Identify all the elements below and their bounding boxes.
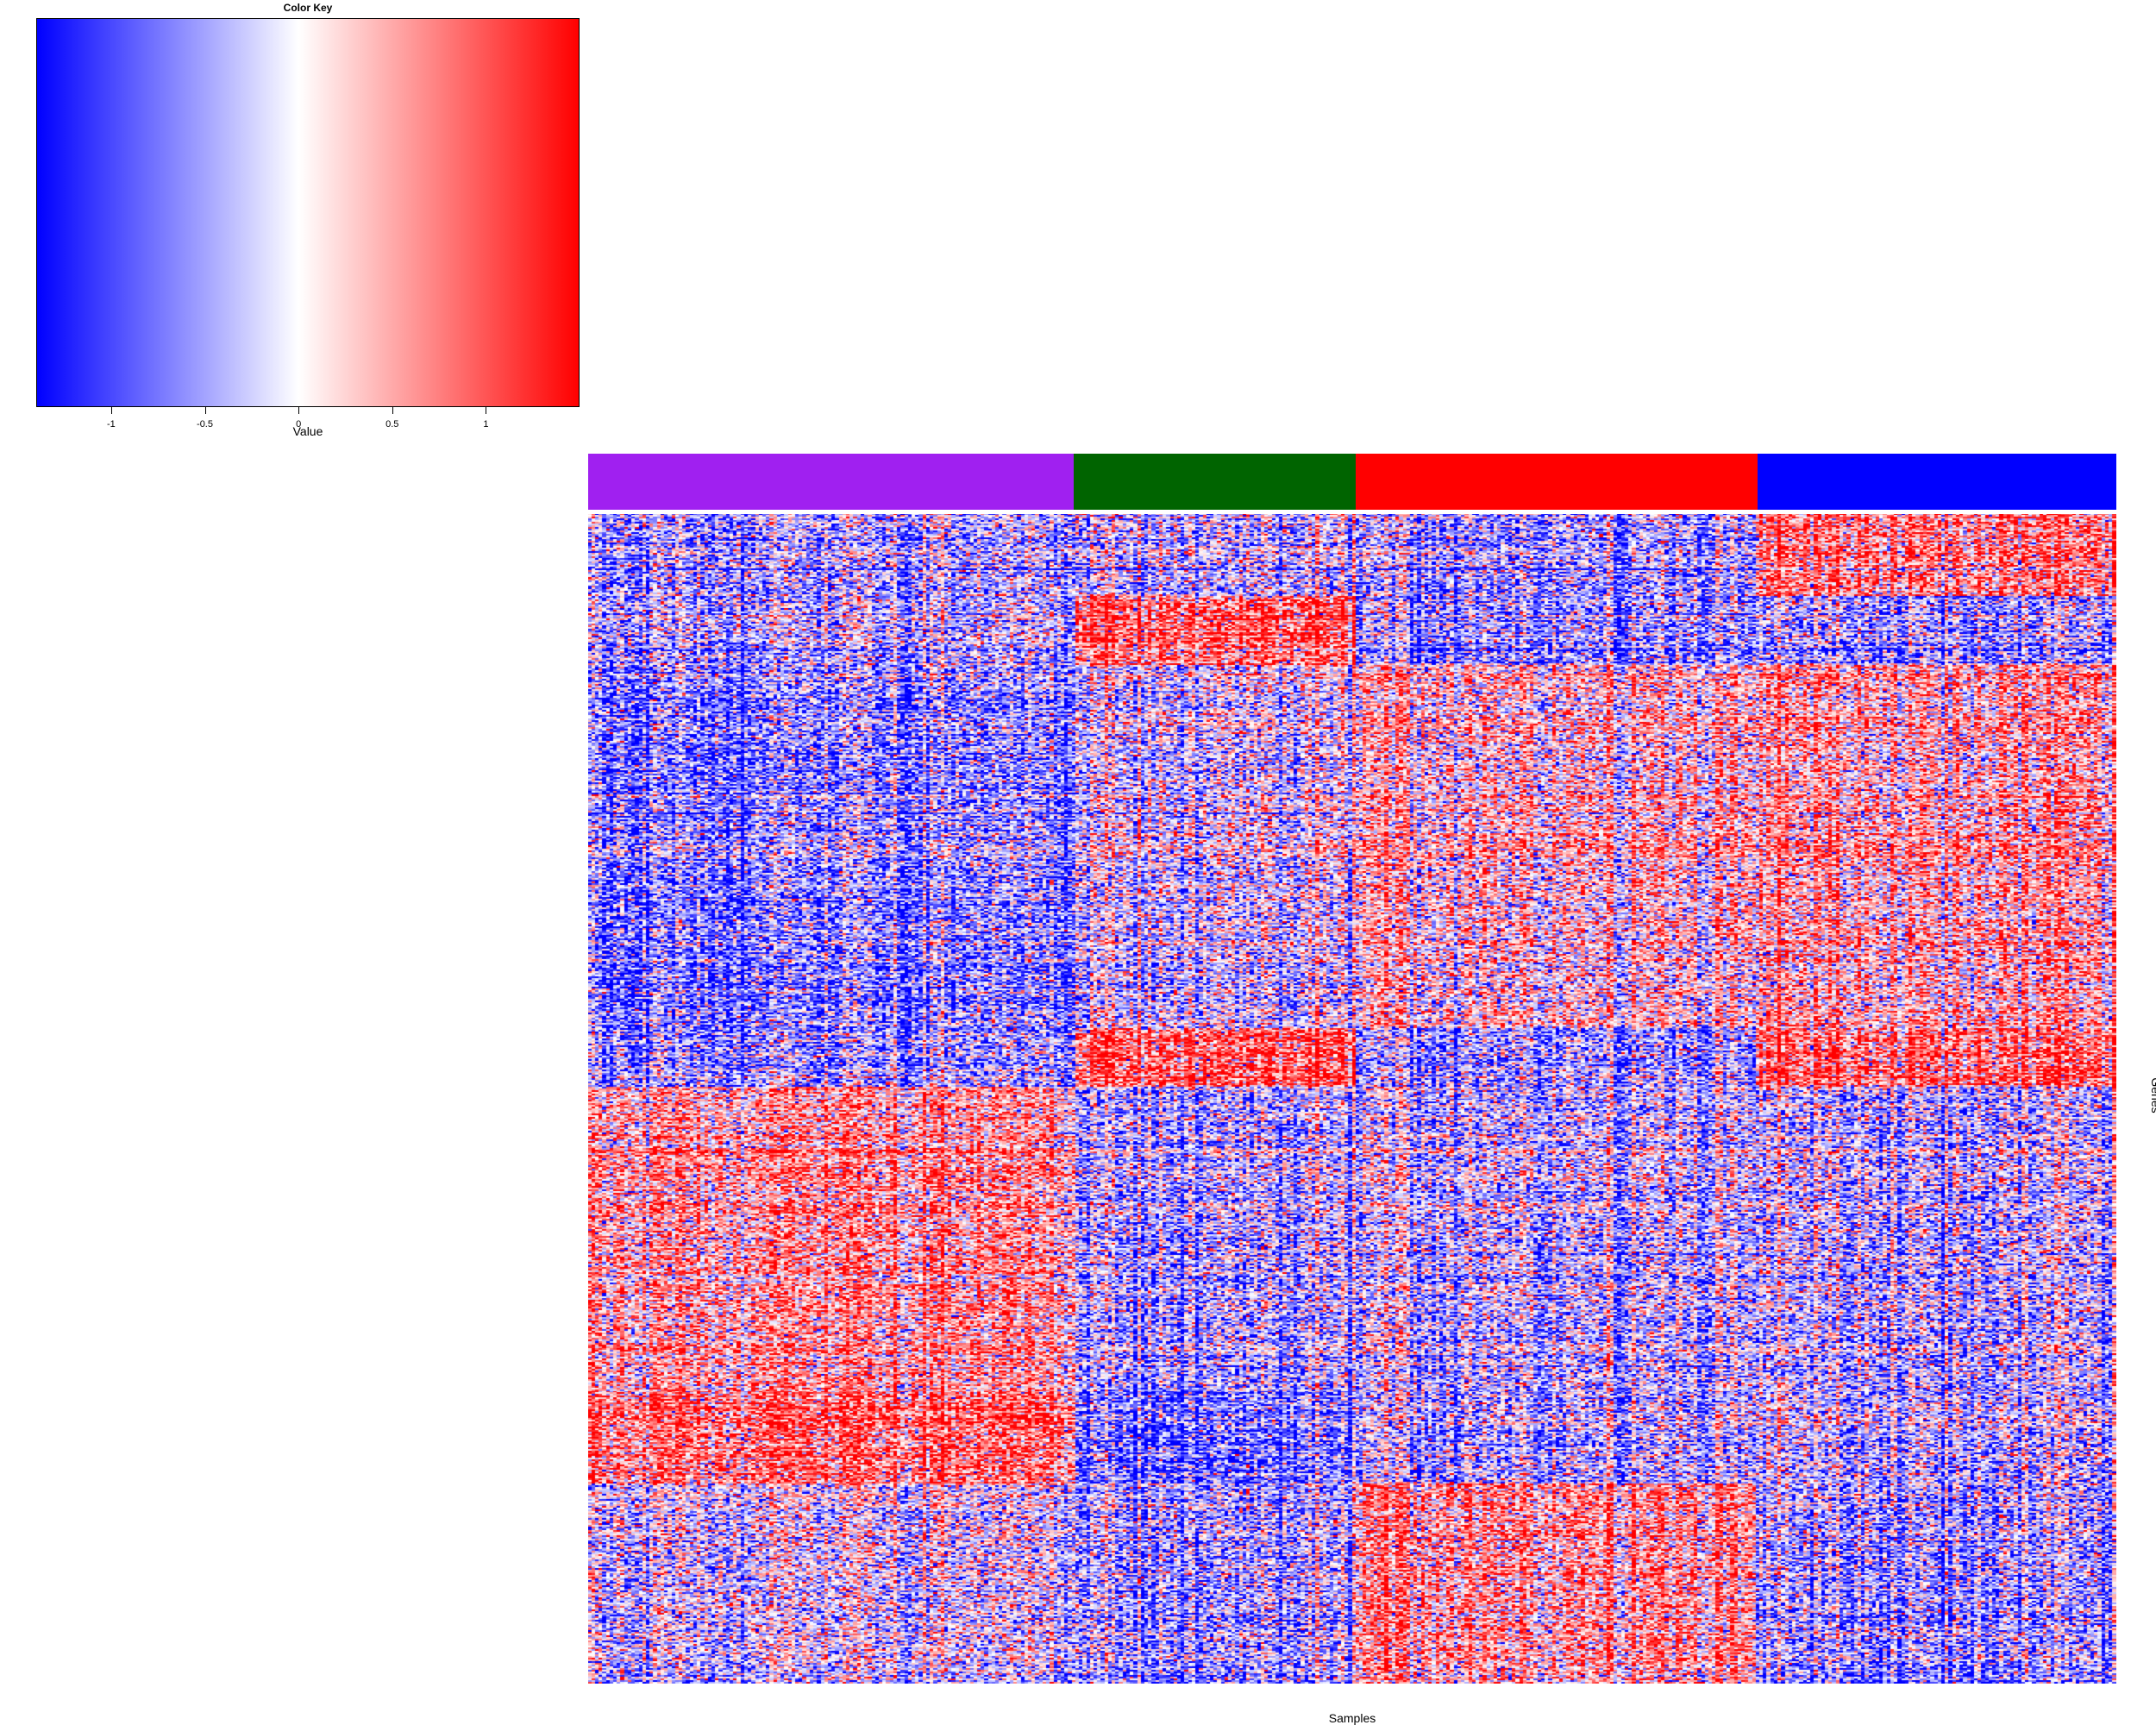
group-color-bar [588, 454, 2116, 510]
group-segment-group-4 [1757, 454, 2116, 510]
group-segment-group-2 [1074, 454, 1356, 510]
color-key-tick-label: -0.5 [197, 419, 213, 430]
color-key-tick-label: 0.5 [385, 419, 399, 430]
heatmap-grid [588, 514, 2116, 1684]
x-axis-label: Samples [1328, 1711, 1376, 1725]
color-key-tick-label: 0 [296, 419, 302, 430]
color-key-gradient [36, 18, 580, 407]
color-key-tick-label: -1 [107, 419, 116, 430]
color-key-title: Color Key [283, 2, 333, 14]
group-segment-group-1 [588, 454, 1075, 510]
group-segment-group-3 [1355, 454, 1758, 510]
color-key-tick-label: 1 [483, 419, 489, 430]
color-key-axis: -1 -0.5 0 0.5 1 [36, 407, 580, 433]
color-key-xlabel: Value [292, 424, 323, 438]
y-axis-label: Genes [2149, 1077, 2156, 1113]
